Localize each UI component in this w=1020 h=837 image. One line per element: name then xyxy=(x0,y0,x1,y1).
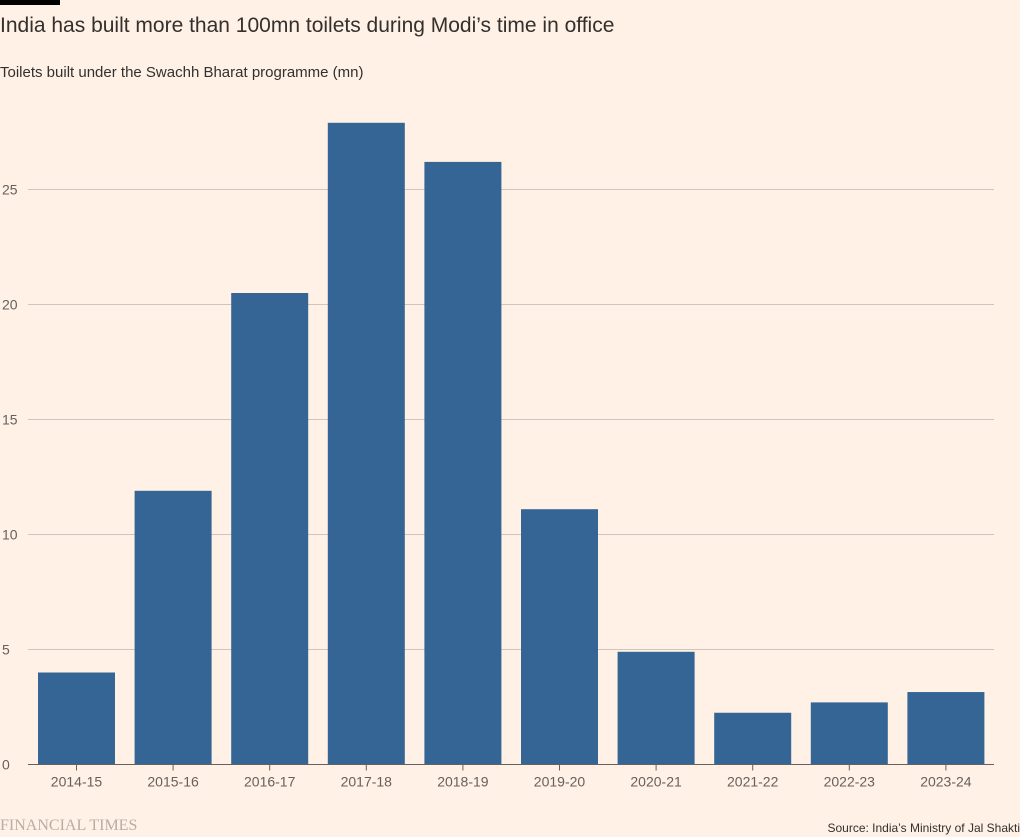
x-tick-label: 2018-19 xyxy=(437,774,489,790)
x-tick-label: 2022-23 xyxy=(824,774,876,790)
source-note: Source: India’s Ministry of Jal Shakti xyxy=(827,821,1020,835)
bar-2017-18 xyxy=(327,122,405,765)
bar-2021-22 xyxy=(714,712,792,765)
y-tick-label: 10 xyxy=(2,527,18,543)
bar-2020-21 xyxy=(617,651,695,765)
y-tick-label: 5 xyxy=(2,642,10,658)
bar-2023-24 xyxy=(907,692,985,765)
x-tick-label: 2023-24 xyxy=(920,774,972,790)
y-tick-label: 25 xyxy=(2,182,18,198)
bar-2016-17 xyxy=(231,293,309,765)
y-tick-label: 0 xyxy=(2,757,10,773)
bar-2019-20 xyxy=(521,509,598,765)
chart-title: India has built more than 100mn toilets … xyxy=(0,14,615,37)
chart-subtitle: Toilets built under the Swachh Bharat pr… xyxy=(0,64,364,81)
x-tick-label: 2021-22 xyxy=(727,774,779,790)
x-tick-label: 2017-18 xyxy=(341,774,393,790)
x-tick-label: 2016-17 xyxy=(244,774,296,790)
x-tick-label: 2015-16 xyxy=(147,774,199,790)
top-accent-bar xyxy=(0,0,60,5)
bar-2014-15 xyxy=(38,672,115,765)
axes: 0 5 10 15 20 25 2014-15 2015-16 2016-17 2017-18 20… xyxy=(2,182,994,790)
x-tick-label: 2019-20 xyxy=(534,774,586,790)
y-tick-label: 20 xyxy=(2,297,18,313)
x-tick-label: 2020-21 xyxy=(630,774,682,790)
bars xyxy=(38,122,985,765)
bar-2015-16 xyxy=(134,490,212,765)
x-tick-label: 2014-15 xyxy=(51,774,103,790)
bar-2018-19 xyxy=(424,161,502,765)
y-tick-label: 15 xyxy=(2,412,18,428)
ft-logo: FINANCIAL TIMES xyxy=(0,817,138,834)
bar-2022-23 xyxy=(810,702,888,765)
